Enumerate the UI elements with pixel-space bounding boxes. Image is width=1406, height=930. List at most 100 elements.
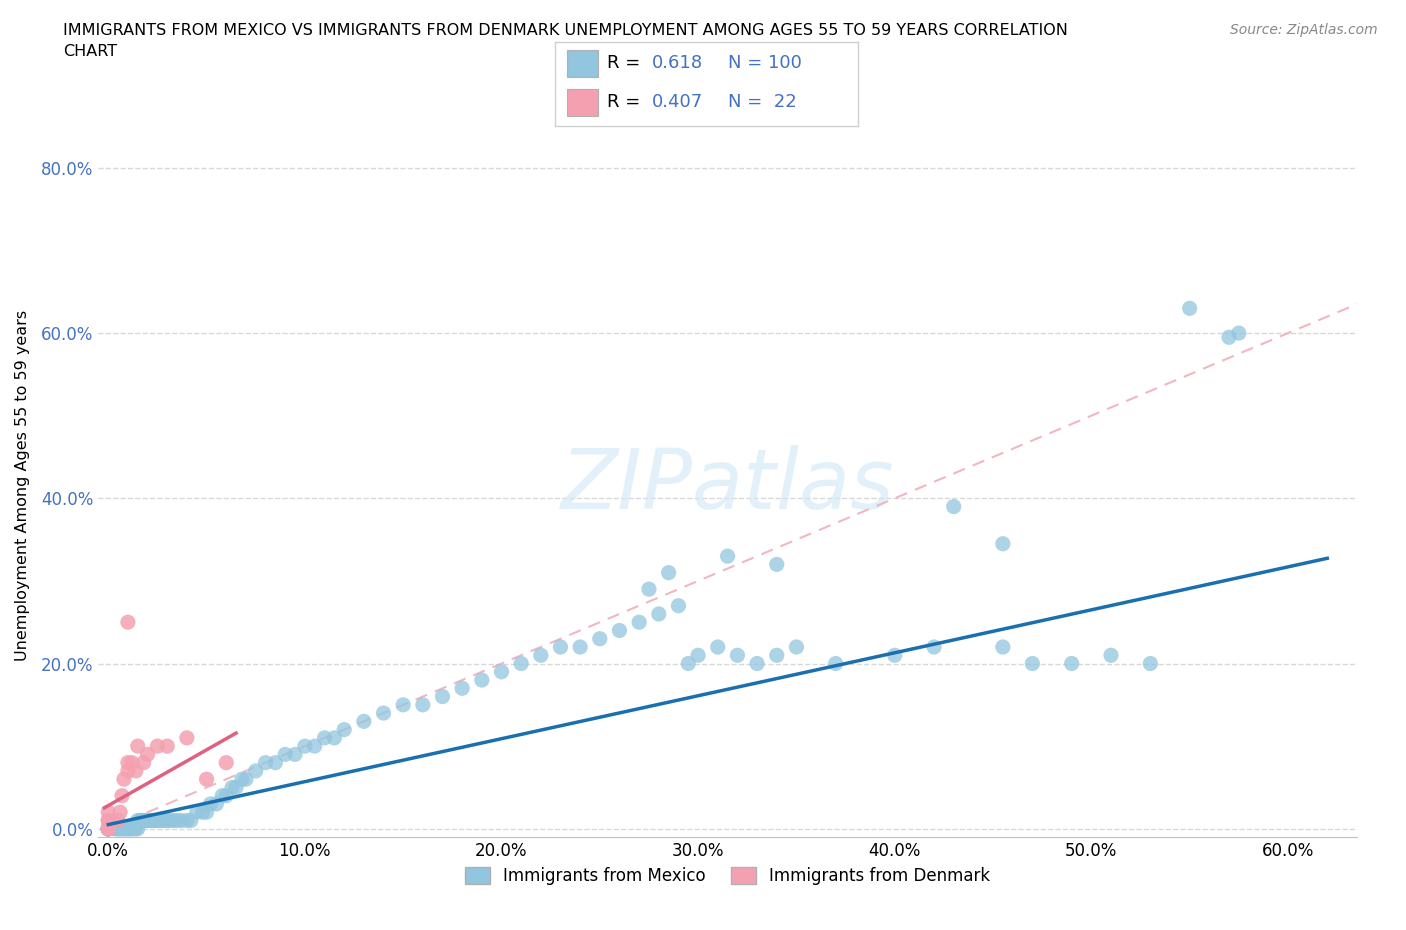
FancyBboxPatch shape — [568, 50, 598, 77]
Point — [451, 681, 474, 696]
Point — [628, 615, 651, 630]
Point — [117, 615, 139, 630]
Point — [235, 772, 257, 787]
Point — [97, 821, 120, 836]
Point — [225, 780, 247, 795]
Point — [373, 706, 395, 721]
Point — [157, 813, 180, 828]
Point — [97, 813, 120, 828]
Point — [991, 537, 1014, 551]
Point — [200, 796, 222, 811]
Point — [136, 813, 159, 828]
Point — [97, 821, 120, 836]
Point — [180, 813, 202, 828]
Point — [108, 821, 131, 836]
Point — [294, 738, 316, 753]
Point — [333, 723, 356, 737]
Y-axis label: Unemployment Among Ages 55 to 59 years: Unemployment Among Ages 55 to 59 years — [15, 311, 30, 661]
Text: R =: R = — [607, 93, 645, 111]
Point — [658, 565, 681, 580]
Point — [745, 656, 768, 671]
Point — [122, 821, 145, 836]
Point — [176, 813, 198, 828]
Point — [1218, 330, 1240, 345]
Point — [131, 813, 153, 828]
Point — [922, 640, 945, 655]
Point — [510, 656, 533, 671]
Text: N = 100: N = 100 — [728, 54, 801, 73]
Point — [1227, 326, 1250, 340]
Point — [127, 813, 149, 828]
Point — [146, 738, 169, 753]
Point — [141, 813, 163, 828]
Point — [128, 813, 150, 828]
Point — [1021, 656, 1043, 671]
Point — [264, 755, 287, 770]
Point — [314, 730, 336, 745]
Point — [1060, 656, 1083, 671]
Text: CHART: CHART — [63, 44, 117, 59]
Point — [107, 821, 129, 836]
Point — [150, 813, 173, 828]
Point — [231, 772, 253, 787]
Point — [688, 648, 710, 663]
Point — [162, 813, 184, 828]
Point — [97, 821, 120, 836]
Text: 0.618: 0.618 — [652, 54, 703, 73]
Point — [221, 780, 243, 795]
Point — [1139, 656, 1161, 671]
Point — [117, 821, 139, 836]
Point — [942, 499, 965, 514]
Point — [191, 804, 214, 819]
Point — [117, 755, 139, 770]
Point — [550, 640, 572, 655]
Point — [107, 821, 129, 836]
Point — [765, 557, 787, 572]
Text: IMMIGRANTS FROM MEXICO VS IMMIGRANTS FROM DENMARK UNEMPLOYMENT AMONG AGES 55 TO : IMMIGRANTS FROM MEXICO VS IMMIGRANTS FRO… — [63, 23, 1069, 38]
Text: R =: R = — [607, 54, 645, 73]
Point — [186, 804, 208, 819]
Point — [491, 664, 513, 679]
Text: 0.407: 0.407 — [652, 93, 703, 111]
Point — [176, 730, 198, 745]
Point — [530, 648, 553, 663]
Point — [152, 813, 174, 828]
Point — [353, 714, 375, 729]
Point — [589, 631, 612, 646]
Point — [254, 755, 277, 770]
Point — [707, 640, 730, 655]
Point — [111, 821, 134, 836]
Point — [125, 764, 148, 778]
Point — [132, 813, 155, 828]
Point — [97, 821, 120, 836]
Point — [195, 772, 218, 787]
Point — [127, 738, 149, 753]
Text: Source: ZipAtlas.com: Source: ZipAtlas.com — [1230, 23, 1378, 37]
Point — [304, 738, 326, 753]
Point — [97, 821, 120, 836]
Point — [121, 821, 143, 836]
Point — [118, 821, 141, 836]
Point — [138, 813, 160, 828]
Text: N =  22: N = 22 — [728, 93, 796, 111]
Point — [97, 821, 120, 836]
Point — [135, 813, 157, 828]
Point — [156, 738, 179, 753]
Point — [215, 789, 238, 804]
Text: ZIPatlas: ZIPatlas — [561, 445, 894, 526]
Point — [97, 821, 120, 836]
FancyBboxPatch shape — [568, 88, 598, 115]
Point — [115, 821, 138, 836]
Point — [471, 672, 494, 687]
Point — [392, 698, 415, 712]
Point — [112, 772, 135, 787]
Point — [117, 764, 139, 778]
Point — [432, 689, 454, 704]
Point — [1099, 648, 1122, 663]
Point — [323, 730, 346, 745]
Point — [111, 821, 134, 836]
Point — [170, 813, 193, 828]
Point — [97, 821, 120, 836]
Point — [717, 549, 740, 564]
Point — [215, 755, 238, 770]
